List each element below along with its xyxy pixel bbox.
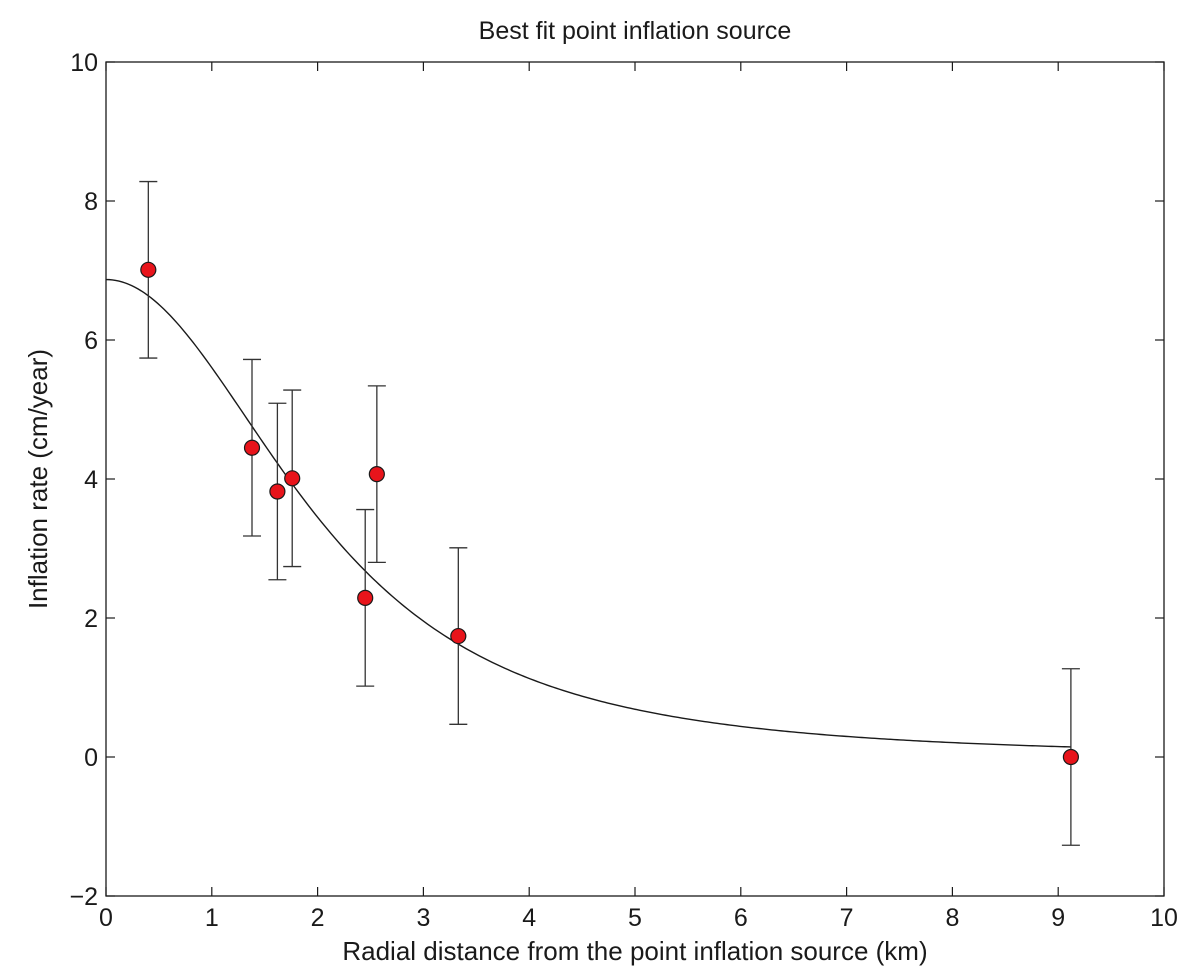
error-bars	[139, 180, 1080, 846]
data-point	[1062, 748, 1079, 766]
data-point	[450, 627, 467, 645]
x-tick-label: 1	[205, 904, 219, 932]
data-points	[140, 261, 1079, 766]
x-tick-label: 4	[522, 904, 536, 932]
y-tick-label: 0	[84, 744, 98, 772]
y-tick-label: 6	[84, 327, 98, 355]
y-tick-label: 4	[84, 466, 98, 494]
y-axis-title: Inflation rate (cm/year)	[23, 349, 53, 609]
y-tick-label: 10	[70, 49, 98, 77]
x-tick-label: 10	[1150, 904, 1178, 932]
x-tick-label: 0	[99, 904, 113, 932]
y-axis: −2 0 2 4 6 8 10	[69, 49, 1164, 911]
y-tick-label: 2	[84, 605, 98, 633]
x-tick-label: 8	[945, 904, 959, 932]
y-tick-label: −2	[69, 883, 98, 911]
data-point	[368, 466, 385, 483]
fit-curve	[105, 278, 1071, 748]
x-tick-label: 3	[416, 904, 430, 932]
x-tick-label: 9	[1051, 904, 1065, 932]
data-point	[269, 483, 286, 500]
x-tick-label: 5	[628, 904, 642, 932]
plot-area-frame	[105, 61, 1165, 897]
chart-title: Best fit point inflation source	[479, 17, 792, 45]
x-tick-label: 2	[311, 904, 325, 932]
x-tick-label: 6	[734, 904, 748, 932]
y-tick-label: 8	[84, 188, 98, 216]
x-axis-title: Radial distance from the point inflation…	[342, 936, 927, 966]
x-axis: 0 1 2 3 4 5 6 7 8 9 10	[99, 62, 1178, 932]
data-point	[243, 439, 261, 456]
data-point	[140, 261, 157, 278]
x-tick-label: 7	[840, 904, 854, 932]
data-point	[284, 470, 301, 487]
data-point	[357, 589, 374, 606]
